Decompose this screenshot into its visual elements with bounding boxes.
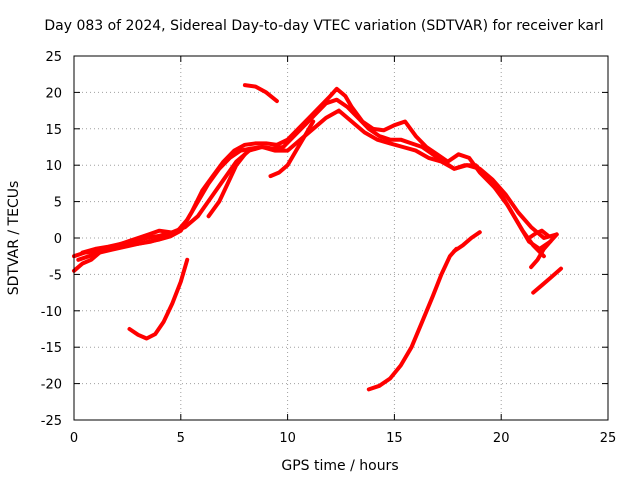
x-axis-label: GPS time / hours — [281, 458, 398, 474]
y-tick-label: 10 — [45, 159, 62, 174]
y-tick-label: -20 — [41, 378, 62, 393]
y-tick-label: -15 — [41, 341, 62, 356]
series-line-sat-h — [206, 152, 247, 219]
x-tick-label: 10 — [279, 431, 296, 446]
y-tick-label: 5 — [54, 196, 62, 211]
series-line-sat-g — [268, 119, 316, 179]
x-tick-label: 15 — [386, 431, 403, 446]
series-line-sat-m — [527, 228, 551, 240]
y-tick-label: -5 — [49, 268, 62, 283]
y-tick-label: 25 — [45, 50, 62, 65]
series-line-sat-d — [72, 228, 173, 273]
series-line-sat-j — [452, 230, 482, 254]
series-line-sat-a — [72, 86, 546, 259]
series-line-sat-f — [242, 83, 279, 104]
series-line-sat-c — [80, 108, 559, 255]
y-tick-label: -10 — [41, 305, 62, 320]
y-tick-label: 20 — [45, 86, 62, 101]
x-tick-label: 5 — [177, 431, 185, 446]
series-line-sat-k — [531, 266, 563, 295]
y-axis-label: SDTVAR / TECUs — [6, 181, 22, 296]
ticks: 0 5 10 15 20 25 -25 -20 -15 -10 -5 0 5 10 15 20 25 — [41, 50, 617, 446]
y-tick-label: -25 — [41, 414, 62, 429]
x-tick-label: 0 — [70, 431, 78, 446]
x-tick-label: 20 — [493, 431, 510, 446]
y-tick-label: 15 — [45, 123, 62, 138]
series-group — [72, 83, 563, 392]
series-line-sat-i — [366, 246, 459, 392]
series-line-sat-e — [127, 257, 190, 341]
x-tick-label: 25 — [600, 431, 617, 446]
y-tick-label: 0 — [54, 232, 62, 247]
series-line-sat-l — [529, 232, 559, 270]
chart-title: Day 083 of 2024, Sidereal Day-to-day VTE… — [44, 18, 603, 34]
